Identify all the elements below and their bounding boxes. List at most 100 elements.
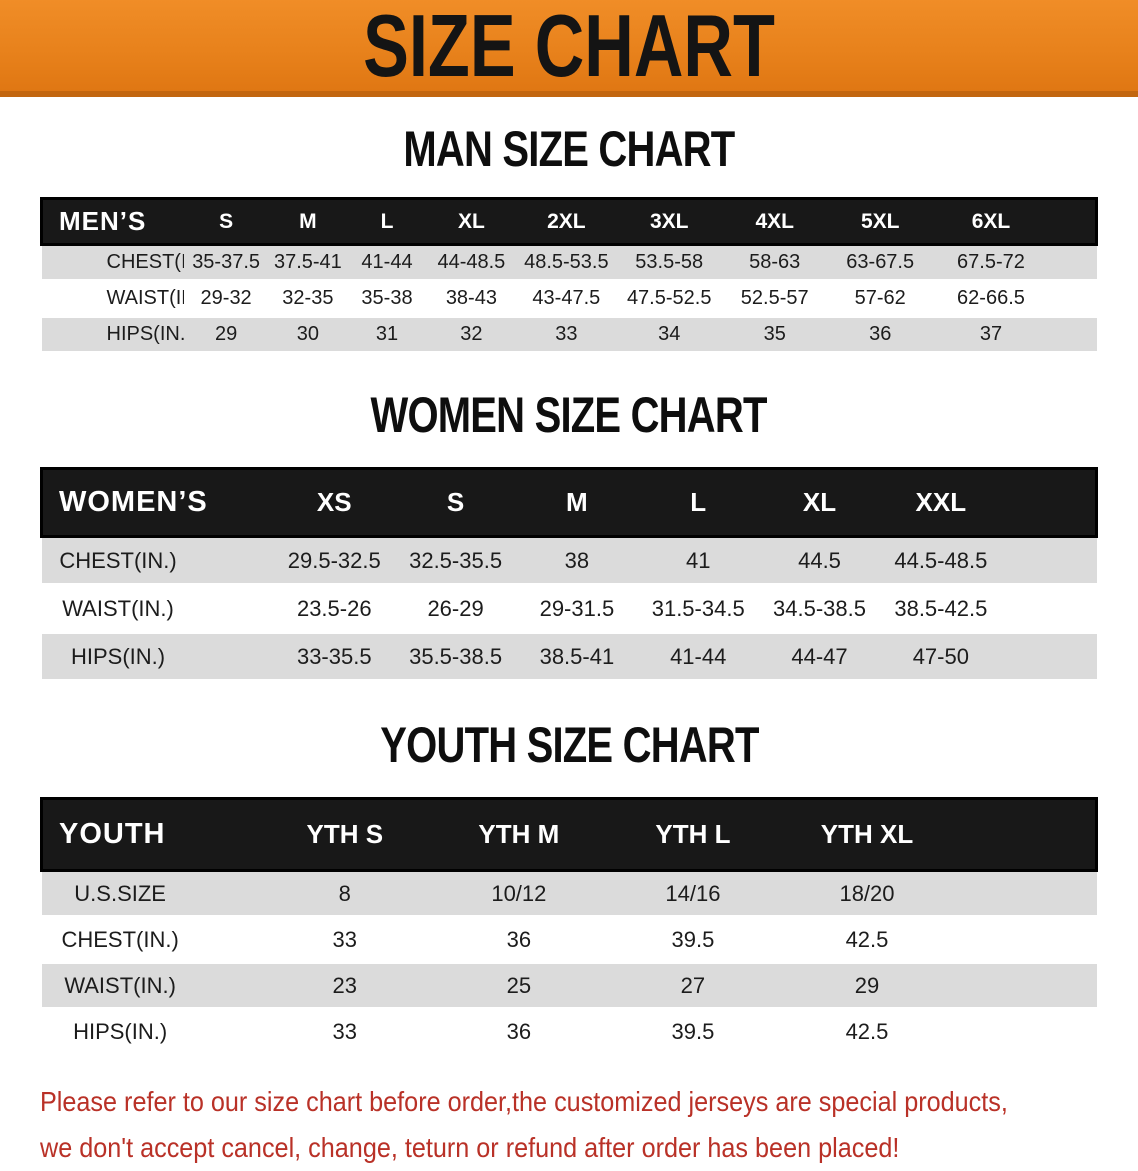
spacer-cell (1049, 243, 1097, 281)
row-label: HIPS(IN.) (41, 315, 184, 351)
men-size-heading-text: MAN SIZE CHART (403, 121, 735, 177)
spacer-cell (1001, 535, 1097, 585)
row-label: CHEST(IN.) (41, 243, 184, 281)
size-column-header: L (637, 467, 759, 538)
size-column-header: XL (758, 467, 881, 538)
measure-cell: 18/20 (779, 869, 955, 917)
measure-cell: 39.5 (605, 915, 780, 963)
row-label: HIPS(IN.) (41, 631, 274, 679)
size-column-header: 2XL (516, 197, 617, 246)
measure-cell: 29 (779, 961, 955, 1009)
women-size-table: WOMEN’S XS S M L XL XXL CHEST(IN.) 29.5-32.5 32.5… (39, 467, 1099, 679)
header-row: YOUTH YTH S YTH M YTH L YTH XL (39, 797, 1099, 872)
measure-cell: 32 (426, 315, 517, 351)
spacer-cell (954, 961, 1097, 1009)
spacer-cell (1049, 279, 1097, 317)
measure-cell: 53.5-58 (616, 243, 722, 281)
men-size-heading: MAN SIZE CHART (0, 124, 1138, 174)
measure-cell: 32-35 (268, 279, 348, 317)
measure-cell: 31.5-34.5 (637, 583, 759, 633)
spacer-cell (1001, 631, 1097, 679)
measure-cell: 43-47.5 (516, 279, 617, 317)
measure-cell: 33-35.5 (273, 631, 395, 679)
measure-cell: 44.5 (758, 535, 881, 585)
size-column-header: S (183, 197, 269, 246)
measure-cell: 27 (605, 961, 780, 1009)
size-column-header: XXL (880, 467, 1002, 538)
measure-cell: 29 (183, 315, 269, 351)
row-label: CHEST(IN.) (41, 535, 274, 585)
measure-cell: 34.5-38.5 (758, 583, 881, 633)
size-column-header: YTH M (431, 797, 606, 872)
table-corner-label: YOUTH (39, 797, 258, 872)
men-size-table: MEN’SSMLXL2XL3XL4XL5XL6XLCHEST(IN.)35-37… (39, 197, 1098, 351)
disclaimer-text: Please refer to our size chart before or… (40, 1079, 1138, 1171)
size-column-header: S (394, 467, 517, 538)
spacer-cell (1001, 583, 1097, 633)
header-row: WOMEN’S XS S M L XL XXL (39, 467, 1099, 538)
row-label: WAIST(IN.) (41, 279, 184, 317)
measure-cell: 44.5-48.5 (880, 535, 1002, 585)
women-size-section: WOMEN SIZE CHART WOMEN’S XS S M L XL XXL CHEST(… (0, 390, 1138, 679)
size-column-header: 3XL (616, 197, 722, 246)
table-row: WAIST(IN.) 23.5-26 26-29 29-31.5 31.5-34.5 34… (41, 583, 1097, 633)
table-row: U.S.SIZE 8 10/12 14/16 18/20 (41, 869, 1097, 917)
row-label: U.S.SIZE (41, 869, 258, 917)
measure-cell: 29-31.5 (516, 583, 638, 633)
spacer-cell (954, 869, 1097, 917)
measure-cell: 37 (932, 315, 1049, 351)
measure-cell: 31 (347, 315, 427, 351)
measure-cell: 26-29 (394, 583, 517, 633)
measure-cell: 29.5-32.5 (273, 535, 395, 585)
measure-cell: 38 (516, 535, 638, 585)
measure-cell: 41-44 (347, 243, 427, 281)
size-column-header: 4XL (721, 197, 828, 246)
spacer-cell (954, 915, 1097, 963)
size-column-header: 6XL (932, 197, 1049, 246)
disclaimer-line-1: Please refer to our size chart before or… (40, 1086, 1008, 1117)
measure-cell: 52.5-57 (721, 279, 828, 317)
measure-cell: 42.5 (779, 1007, 955, 1053)
youth-size-heading-text: YOUTH SIZE CHART (379, 717, 759, 773)
size-column-header: YTH L (605, 797, 780, 872)
size-chart-banner: SIZE CHART (0, 0, 1138, 97)
measure-cell: 35-38 (347, 279, 427, 317)
size-column-header: XL (426, 197, 517, 246)
women-size-heading-text: WOMEN SIZE CHART (370, 387, 768, 443)
table-row: CHEST(IN.) 29.5-32.5 32.5-35.5 38 41 44.5 44.5… (41, 535, 1097, 585)
row-label: CHEST(IN.) (41, 915, 258, 963)
measure-cell: 44-48.5 (426, 243, 517, 281)
measure-cell: 14/16 (605, 869, 780, 917)
measure-cell: 33 (257, 915, 432, 963)
row-label: WAIST(IN.) (41, 583, 274, 633)
size-column-header: M (516, 467, 638, 538)
row-label: WAIST(IN.) (41, 961, 258, 1009)
spacer-cell (1001, 467, 1099, 538)
header-row: MEN’S S M L XL 2XL 3XL 4XL 5XL 6XL (39, 197, 1098, 246)
measure-cell: 47-50 (880, 631, 1002, 679)
measure-cell: 47.5-52.5 (616, 279, 722, 317)
measure-cell: 36 (431, 915, 606, 963)
measure-cell: 42.5 (779, 915, 955, 963)
measure-cell: 39.5 (605, 1007, 780, 1053)
size-column-header: XS (273, 467, 395, 538)
table-row: HIPS(IN.) 33-35.5 35.5-38.5 38.5-41 41-44 44-… (41, 631, 1097, 679)
table-row: CHEST(IN.) 33 36 39.5 42.5 (41, 915, 1097, 963)
measure-cell: 36 (431, 1007, 606, 1053)
men-size-section: MAN SIZE CHART MEN’S S M L XL 2XL 3XL 4XL 5XL 6XL… (0, 124, 1138, 351)
table-row: CHEST(IN.)35-37.537.5-4141-4444-48.548.5… (41, 243, 1097, 281)
spacer-cell (1049, 315, 1097, 351)
table-corner-label: WOMEN’S (39, 467, 274, 538)
measure-cell: 35 (721, 315, 828, 351)
measure-cell: 10/12 (431, 869, 606, 917)
size-column-header: M (268, 197, 348, 246)
measure-cell: 63-67.5 (827, 243, 933, 281)
size-column-header: YTH XL (779, 797, 955, 872)
women-size-heading: WOMEN SIZE CHART (0, 390, 1138, 440)
table-row: HIPS(IN.) 29 30 31 32 33 34 35 36 37 (41, 315, 1097, 351)
measure-cell: 35.5-38.5 (394, 631, 517, 679)
measure-cell: 41 (637, 535, 759, 585)
table-corner-label: MEN’S (39, 197, 184, 246)
measure-cell: 44-47 (758, 631, 881, 679)
measure-cell: 38.5-42.5 (880, 583, 1002, 633)
